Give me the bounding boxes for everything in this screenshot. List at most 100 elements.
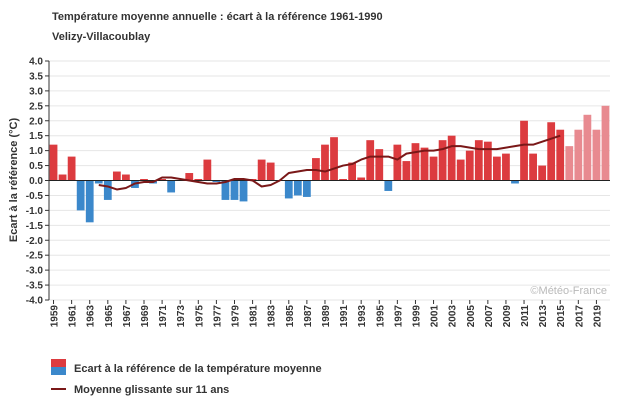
y-axis-ticks: -4.0 -3.5 -3.0 -2.5 -2.0 -1.5 -1.0 -0.5 0.0 0.5 1.… [26,57,50,307]
legend-label-bars: Ecart à la référence de la température m… [74,363,322,375]
x-tick-label: 2017 [574,305,585,328]
x-tick-label: 1967 [122,305,133,328]
y-tick-label: -4.0 [26,296,44,307]
x-tick-label: 1965 [104,305,115,328]
anomaly-bar [49,144,58,181]
y-tick-label: 2.0 [29,116,43,127]
anomaly-bar [339,179,347,181]
anomaly-bar [140,179,148,181]
x-tick-label: 1995 [375,305,386,328]
moving-average-series [98,134,561,191]
x-tick-label: 1987 [303,305,314,328]
anomaly-bar [239,180,248,202]
anomaly-bar [321,144,329,181]
x-tick-label: 2005 [466,305,477,328]
anomaly-bar [194,179,203,181]
anomaly-bar [529,153,537,181]
anomaly-bars [49,105,610,223]
y-tick-label: 0.0 [29,176,43,187]
anomaly-bar [438,140,447,181]
anomaly-bar [411,143,420,181]
x-tick-label: 1969 [140,305,151,328]
anomaly-bar [465,150,474,181]
x-tick-label: 1989 [321,305,332,328]
x-tick-label: 2015 [556,305,567,328]
anomaly-bar [212,180,221,182]
anomaly-bar [58,174,67,181]
anomaly-bar [375,149,384,181]
y-tick-label: -1.5 [26,221,44,232]
x-axis-ticks: 1959 1961 1963 1965 1967 1969 1971 1973 1975 1977… [50,300,603,328]
x-tick-label: 2003 [448,305,459,328]
y-tick-label: 4.0 [29,57,43,68]
anomaly-bar [122,174,130,181]
y-tick-label: 2.5 [29,101,43,112]
anomaly-bar [565,146,574,181]
anomaly-bar [583,114,592,181]
x-tick-label: 1983 [267,305,278,328]
x-tick-label: 2013 [538,305,549,328]
x-tick-label: 1997 [393,305,404,328]
anomaly-bar [493,156,501,181]
anomaly-bar [103,180,112,200]
legend-label-line: Moyenne glissante sur 11 ans [74,384,229,396]
x-tick-label: 1979 [230,305,241,328]
x-tick-label: 1971 [158,305,169,328]
anomaly-bar [76,180,85,211]
x-tick-label: 1959 [50,305,61,328]
anomaly-bar [502,153,510,181]
anomaly-bar [547,122,556,181]
anomaly-bar [574,129,583,181]
anomaly-bar [556,129,565,181]
x-tick-label: 1981 [249,305,260,328]
y-tick-label: -3.5 [26,281,44,292]
anomaly-bar [538,165,547,181]
y-tick-label: -2.5 [26,251,44,262]
x-tick-label: 1985 [285,305,296,328]
x-tick-label: 1963 [86,305,97,328]
anomaly-bar [520,120,528,181]
anomaly-bar [330,137,338,181]
anomaly-bar [420,147,429,181]
anomaly-bar [384,180,393,191]
legend-swatch-negative [51,367,66,375]
grid-lines [49,60,610,301]
credit-text: ©Météo-France [530,285,607,297]
x-tick-label: 2019 [592,305,603,328]
y-tick-label: -1.0 [26,206,44,217]
anomaly-bar [357,177,366,181]
anomaly-bar [284,180,293,199]
anomaly-bar [112,171,121,181]
anomaly-bar [293,180,302,196]
y-tick-label: 1.5 [29,131,43,142]
anomaly-bar [483,141,492,181]
x-tick-label: 1961 [68,305,79,328]
anomaly-bar [221,180,230,200]
y-tick-label: 0.5 [29,161,43,172]
anomaly-bar [601,105,610,181]
anomaly-bar [456,159,465,181]
anomaly-bar [67,156,76,181]
y-tick-label: -2.0 [26,236,44,247]
anomaly-bar [592,129,601,181]
chart-subtitle: Velizy-Villacoublay [52,31,151,43]
x-tick-label: 2011 [520,305,531,327]
chart-title: Température moyenne annuelle : écart à l… [52,11,383,23]
anomaly-bar [230,180,239,200]
legend: Ecart à la référence de la température m… [51,359,322,396]
anomaly-bar [402,161,411,181]
x-tick-label: 2001 [430,305,441,328]
anomaly-bar [366,140,375,181]
x-tick-label: 1999 [411,305,422,328]
anomaly-bar [203,159,212,181]
anomaly-bar [393,144,402,181]
anomaly-bar [302,180,311,197]
x-tick-label: 1975 [194,305,205,328]
anomaly-bar [94,180,103,184]
anomaly-bar [167,180,176,193]
anomaly-bar [474,140,483,181]
y-tick-label: 1.0 [29,146,43,157]
anomaly-bar [266,162,275,181]
anomaly-bar [85,180,94,223]
